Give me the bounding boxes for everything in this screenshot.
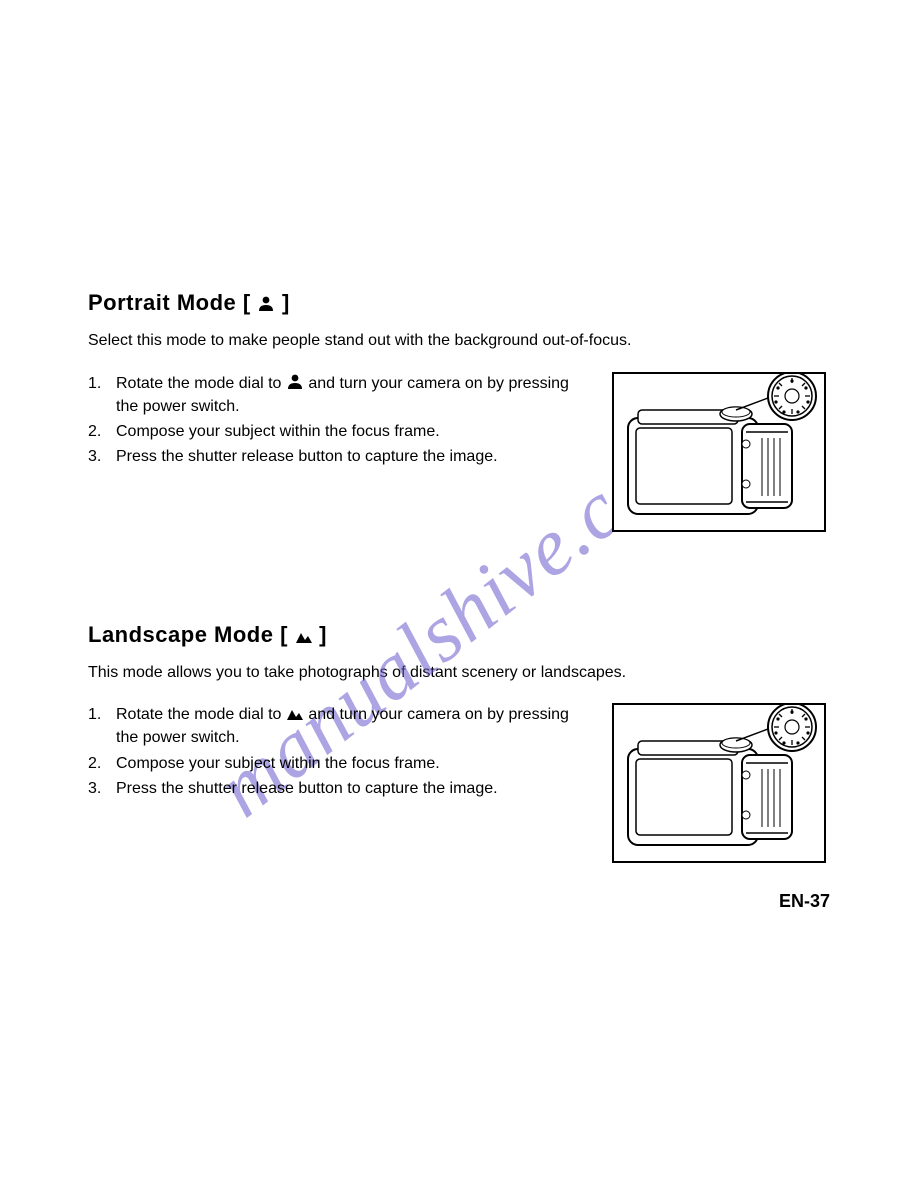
step-text: Press the shutter release button to capt… <box>116 448 498 465</box>
portrait-figure <box>612 372 826 532</box>
portrait-mode-heading: Portrait Mode [ ] <box>88 290 830 316</box>
landscape-body: Rotate the mode dial to and turn your ca… <box>88 703 830 863</box>
portrait-body: Rotate the mode dial to and turn your ca… <box>88 372 830 532</box>
landscape-steps: Rotate the mode dial to and turn your ca… <box>88 703 588 802</box>
portrait-steps: Rotate the mode dial to and turn your ca… <box>88 372 588 471</box>
landscape-icon <box>295 627 313 645</box>
heading-prefix: Landscape Mode [ <box>88 622 295 647</box>
list-item: Compose your subject within the focus fr… <box>88 420 588 443</box>
section-landscape: Landscape Mode [ ] This mode allows you … <box>88 622 830 864</box>
landscape-figure <box>612 703 826 863</box>
section-portrait: Portrait Mode [ ] Select this mode to ma… <box>88 290 830 532</box>
list-item: Press the shutter release button to capt… <box>88 777 588 800</box>
step-text: Compose your subject within the focus fr… <box>116 755 440 772</box>
step-text-pre: Rotate the mode dial to <box>116 706 286 723</box>
list-item: Compose your subject within the focus fr… <box>88 752 588 775</box>
portrait-icon <box>257 295 275 313</box>
list-item: Rotate the mode dial to and turn your ca… <box>88 372 588 418</box>
list-item: Rotate the mode dial to and turn your ca… <box>88 703 588 749</box>
page-number: EN-37 <box>779 891 830 912</box>
heading-suffix: ] <box>313 622 327 647</box>
landscape-icon <box>286 704 304 722</box>
heading-prefix: Portrait Mode [ <box>88 290 257 315</box>
landscape-mode-heading: Landscape Mode [ ] <box>88 622 830 648</box>
portrait-icon <box>286 373 304 391</box>
camera-illustration-icon <box>614 374 824 534</box>
step-text-pre: Rotate the mode dial to <box>116 375 286 392</box>
step-text: Compose your subject within the focus fr… <box>116 423 440 440</box>
portrait-description: Select this mode to make people stand ou… <box>88 330 830 352</box>
landscape-description: This mode allows you to take photographs… <box>88 662 830 684</box>
manual-page: manualshive.com Portrait Mode [ ] Select… <box>0 0 918 1188</box>
step-text: Press the shutter release button to capt… <box>116 780 498 797</box>
camera-illustration-icon <box>614 705 824 865</box>
heading-suffix: ] <box>275 290 289 315</box>
list-item: Press the shutter release button to capt… <box>88 445 588 468</box>
